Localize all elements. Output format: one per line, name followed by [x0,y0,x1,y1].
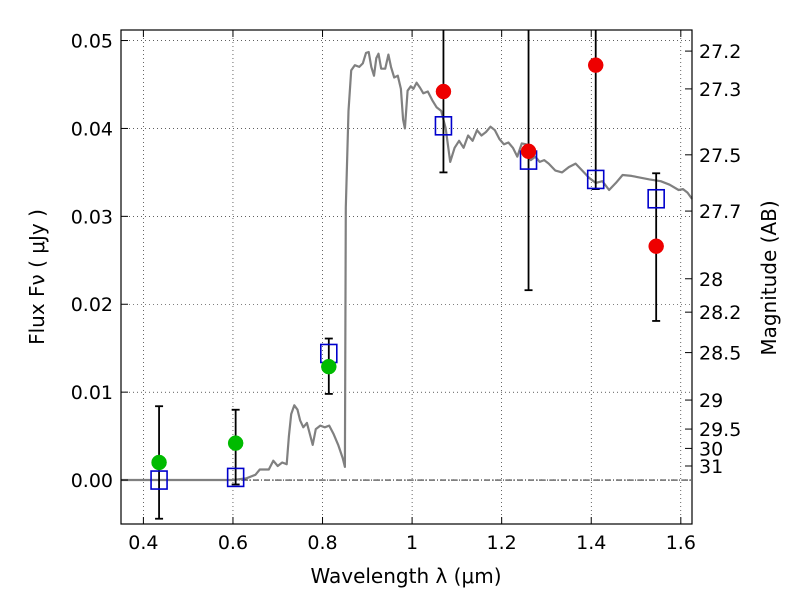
x-axis: 0.4 0.6 0.8 1 1.2 1.4 1.6 [128,30,696,554]
series-layer [121,30,693,520]
x-tick-label: 0.6 [218,532,248,554]
y2-tick-label: 27.3 [699,79,741,101]
y-tick-label: 0.03 [71,206,113,228]
observed-flux-point-green [227,435,244,451]
x-axis-label: Wavelength λ (μm) [310,564,501,588]
x-tick-label: 1.6 [666,532,696,554]
x-tick-label: 0.8 [307,532,337,554]
y-axis: 0.00 0.01 0.02 0.03 0.04 0.05 [71,31,128,492]
y-axis-label: Flux Fν ( μJy ) [25,209,49,345]
observed-flux-point-green [321,358,337,375]
y2-tick-label: 30 [699,438,723,460]
y2-tick-label: 28 [699,269,723,291]
y-tick-label: 0.01 [71,382,113,404]
model-flux-square [586,169,605,190]
y2-tick-label: 27.7 [699,201,741,223]
observed-flux-point-red [587,57,604,73]
model-flux-square [647,188,665,209]
x-tick-label: 1.2 [487,532,517,554]
y-tick-label: 0.05 [71,31,113,53]
y2-axis-label: Magnitude (AB) [757,200,781,355]
y-tick-label: 0.02 [71,294,113,316]
model-flux-square [434,116,453,136]
observed-flux-point-green [151,454,167,471]
y-tick-label: 0.00 [71,470,113,492]
y2-tick-label: 27.5 [699,145,741,167]
model-flux-square [226,467,245,488]
observed-flux-point-red [648,238,664,254]
y2-tick-label: 29 [699,390,723,412]
plot-frame [120,29,693,525]
x-tick-label: 1.4 [576,532,606,554]
y2-tick-label: 28.2 [699,302,741,324]
x-tick-label: 0.4 [128,532,158,554]
y2-tick-label: 29.5 [699,419,741,441]
y-tick-label: 0.04 [71,118,113,140]
y2-tick-label: 28.5 [699,343,741,365]
x-tick-label: 1 [406,532,418,554]
observed-flux-point-red [520,143,537,160]
model-flux-square [150,470,168,490]
observed-flux-point-red [435,83,452,100]
model-spectrum-line [121,50,693,482]
y2-tick-label: 31 [699,456,723,478]
y2-tick-label: 27.2 [699,41,741,63]
